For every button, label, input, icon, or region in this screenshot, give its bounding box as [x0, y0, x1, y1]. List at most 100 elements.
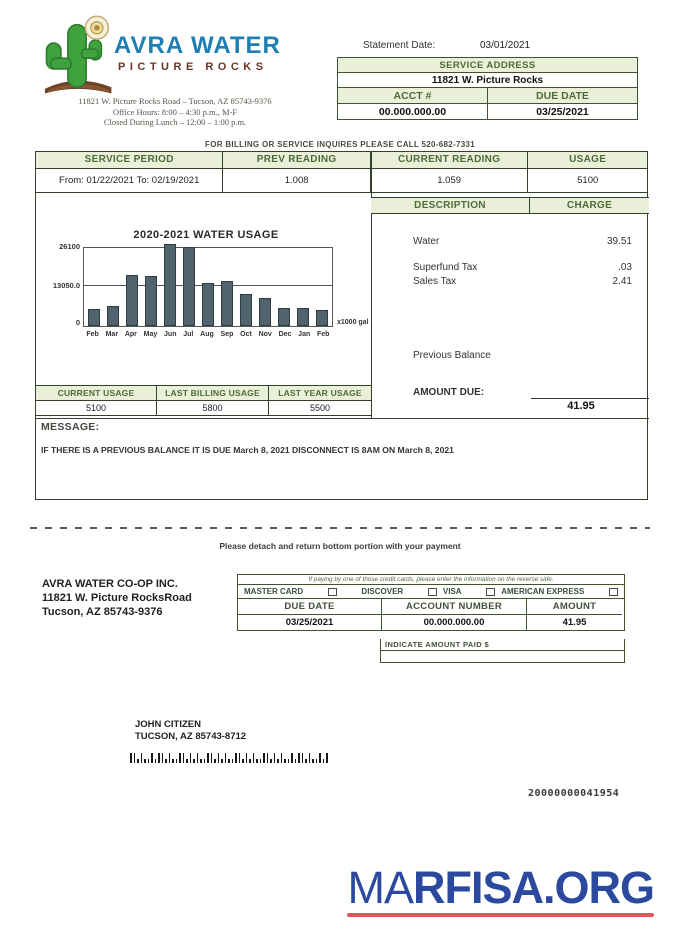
chart-x-label: Aug	[200, 331, 214, 338]
prev-reading-header: PREV READING	[222, 152, 370, 168]
chart-x-label: Dec	[278, 331, 292, 338]
acct-number-value: 00.000.000.00	[378, 106, 447, 118]
service-address-value: 11821 W. Picture Rocks	[431, 75, 544, 86]
amount-paid-entry-field[interactable]	[381, 651, 624, 662]
indicate-amount-paid-label: INDICATE AMOUNT PAID $	[381, 639, 624, 651]
billing-inquiry-line: FOR BILLING OR SERVICE INQUIRES PLEASE C…	[205, 140, 475, 149]
charges-header-row: DESCRIPTION CHARGE	[371, 197, 649, 214]
credit-card-note: If paying by one of those credit cards, …	[238, 575, 624, 585]
chart-ytick: 13050.0	[52, 281, 80, 290]
description-header: DESCRIPTION	[371, 198, 529, 213]
amex-checkbox[interactable]	[486, 587, 496, 596]
brand-subname: PICTURE ROCKS	[118, 61, 268, 73]
chart-bars	[84, 243, 332, 326]
remit-company-street: 11821 W. Picture RocksRoad	[42, 592, 192, 604]
document-number: 20000000041954	[528, 788, 620, 799]
footer-brand-text: MARFISA.ORG	[347, 865, 655, 910]
last-year-usage-value: 5500	[268, 401, 371, 415]
last-billing-usage-value: 5800	[156, 401, 268, 415]
prev-reading-value: 1.008	[222, 169, 370, 192]
chart-x-label: Feb	[86, 331, 99, 338]
service-period-value: From: 01/22/2021 To: 02/19/2021	[59, 175, 200, 186]
chart-x-label: May	[143, 331, 158, 338]
usage-table-value-row: From: 01/22/2021 To: 02/19/2021 1.008 1.…	[36, 169, 647, 193]
chart-bar	[220, 280, 233, 326]
postal-barcode-icon	[130, 753, 328, 763]
usage-summary-table: CURRENT USAGE LAST BILLING USAGE LAST YE…	[36, 385, 371, 416]
last-billing-usage-header: LAST BILLING USAGE	[156, 386, 268, 400]
chart-bar	[278, 307, 291, 326]
visa-label: VISA	[442, 587, 462, 596]
water-usage-chart	[83, 243, 333, 327]
footer-brand: MARFISA.ORG	[347, 865, 655, 917]
statement-date-label: Statement Date:	[363, 40, 436, 51]
service-address-table: SERVICE ADDRESS 11821 W. Picture Rocks A…	[337, 57, 638, 120]
chart-ytick: 0	[75, 318, 80, 327]
chart-x-labels: Feb Mar Apr May Jun Jul Aug Sep Oct Nov Dec Jan Feb	[83, 331, 333, 338]
chart-title: 2020-2021 WATER USAGE	[133, 229, 279, 241]
footer-brand-underline	[347, 913, 654, 917]
mastercard-checkbox[interactable]	[327, 587, 337, 596]
chart-bar	[240, 294, 253, 326]
mastercard-label: MASTER CARD	[244, 587, 304, 596]
brand-name: AVRA WATER	[114, 32, 281, 59]
amount-due-value: 41.95	[567, 400, 595, 412]
current-usage-header: CURRENT USAGE	[36, 386, 156, 400]
current-usage-value: 5100	[85, 403, 107, 413]
service-address-header: SERVICE ADDRESS	[338, 58, 637, 72]
current-reading-value: 1.059	[369, 169, 527, 192]
chart-bar	[163, 243, 176, 326]
due-date-value: 03/25/2021	[487, 104, 637, 119]
chart-x-label: Sep	[220, 331, 234, 338]
chart-x-label: Jun	[164, 331, 177, 338]
footer-brand-suffix: RFISA.ORG	[412, 862, 655, 913]
remit-company-name: AVRA WATER CO-OP INC.	[42, 578, 178, 590]
charge-item-label: Sales Tax	[413, 276, 457, 287]
extra-checkbox[interactable]	[608, 587, 618, 596]
last-year-usage-header: LAST YEAR USAGE	[268, 386, 371, 400]
charge-header: CHARGE	[529, 198, 649, 213]
charge-item-label: Superfund Tax	[413, 262, 478, 273]
company-address-line2: Office Hours: 8:00 – 4:30 p.m., M-F	[112, 106, 238, 117]
message-box: MESSAGE: IF THERE IS A PREVIOUS BALANCE …	[36, 418, 649, 501]
stub-account-number-value: 00.000.000.00	[381, 615, 526, 630]
remit-company-city: Tucson, AZ 85743-9376	[42, 606, 163, 618]
usage-header: USAGE	[527, 152, 647, 168]
chart-x-label: Nov	[258, 331, 272, 338]
usage-table-header-row: SERVICE PERIOD PREV READING CURRENT READ…	[36, 152, 647, 169]
amount-due-rule	[531, 398, 649, 399]
chart-bar	[201, 283, 214, 326]
recipient-name: JOHN CITIZEN	[135, 719, 201, 730]
due-date-header: DUE DATE	[487, 88, 637, 103]
stub-amount-value: 41.95	[526, 615, 622, 630]
chart-bar	[297, 308, 310, 326]
charge-item-amount: 39.51	[606, 236, 632, 247]
chart-bar	[259, 297, 272, 326]
amex-label: AMERICAN EXPRESS	[501, 587, 585, 596]
message-text: IF THERE IS A PREVIOUS BALANCE IT IS DUE…	[41, 445, 454, 455]
chart-x-label: Mar	[105, 331, 119, 338]
stub-due-date-header: DUE DATE	[238, 599, 381, 615]
stub-amount-header: AMOUNT	[526, 599, 622, 615]
stub-header-row: DUE DATE ACCOUNT NUMBER AMOUNT	[238, 599, 624, 615]
chart-bar	[87, 309, 100, 326]
discover-label: DISCOVER	[361, 587, 404, 596]
charge-item-amount: .03	[618, 262, 632, 273]
chart-unit-label: x1000 gal	[337, 319, 369, 326]
cactus-logo-icon	[44, 15, 112, 94]
footer-brand-prefix: MA	[347, 862, 413, 913]
chart-bar	[106, 306, 119, 326]
stub-due-date-value: 03/25/2021	[285, 617, 334, 628]
detach-dashed-line	[30, 527, 650, 529]
chart-x-label: Apr	[124, 331, 137, 338]
chart-x-label: Feb	[317, 331, 330, 338]
usage-value: 5100	[527, 169, 647, 192]
company-address-line3: Closed During Lunch – 12:00 – 1:00 p.m.	[103, 117, 247, 127]
chart-bar	[182, 247, 195, 326]
message-label: MESSAGE:	[41, 421, 100, 433]
service-period-header: SERVICE PERIOD	[36, 152, 223, 168]
recipient-city: TUCSON, AZ 85743-8712	[135, 731, 247, 742]
amount-due-label: AMOUNT DUE:	[413, 387, 485, 398]
discover-checkbox[interactable]	[427, 587, 437, 596]
